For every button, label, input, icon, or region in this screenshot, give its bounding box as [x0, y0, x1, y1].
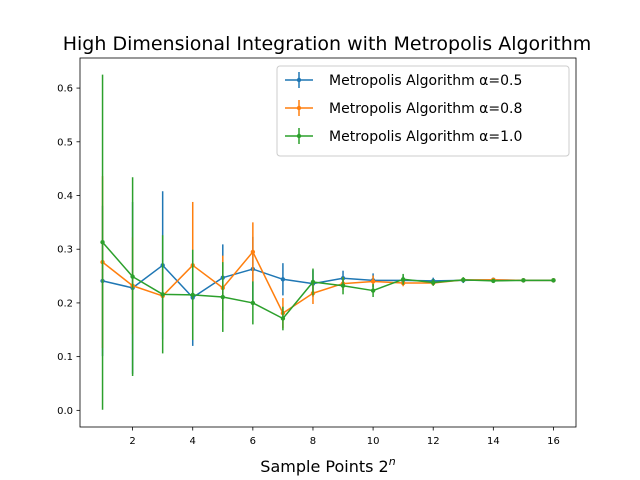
x-tick-label: 12: [427, 436, 440, 447]
y-tick-label: 0.3: [57, 245, 73, 256]
data-point: [370, 288, 376, 293]
x-axis-label-superscript: n: [389, 455, 396, 468]
legend-marker: [296, 105, 302, 111]
x-axis-label-text: Sample Points 2: [260, 457, 388, 476]
series-2: [100, 74, 556, 410]
y-tick-label: 0.6: [57, 84, 73, 95]
data-point: [190, 292, 195, 298]
y-tick-label: 0.1: [57, 352, 73, 363]
data-point: [461, 277, 466, 283]
data-point: [310, 279, 316, 285]
data-point: [280, 277, 286, 282]
data-point: [130, 274, 135, 279]
series-line: [102, 251, 554, 314]
series-line: [101, 241, 554, 320]
legend-label: Metropolis Algorithm α=1.0: [329, 129, 522, 145]
x-tick-label: 8: [310, 436, 316, 447]
y-tick-label: 0.5: [57, 137, 73, 148]
data-point: [340, 283, 346, 288]
x-axis-label: Sample Points 2n: [260, 455, 395, 476]
chart-title: High Dimensional Integration with Metrop…: [63, 33, 592, 55]
x-tick-label: 10: [367, 436, 380, 447]
x-tick-label: 16: [547, 436, 560, 447]
legend-marker: [296, 133, 302, 139]
data-point: [370, 279, 376, 284]
plot-area: 2 4 6 8 10 12 14 16 0.0 0.1 0.2 0.3 0.4 0.5 0.6: [57, 57, 577, 447]
data-point: [491, 278, 496, 284]
legend-frame: [276, 65, 570, 157]
data-point: [220, 294, 225, 300]
legend: Metropolis Algorithm α=0.5 Metropolis Alg…: [276, 65, 570, 157]
y-tick-label: 0.0: [57, 406, 73, 417]
data-point: [250, 249, 256, 255]
data-point: [100, 240, 105, 245]
data-point: [250, 300, 256, 306]
x-tick-label: 14: [487, 436, 500, 447]
data-point: [400, 277, 406, 282]
x-tick-label: 6: [250, 436, 256, 447]
series-1: [100, 176, 556, 349]
data-point: [431, 280, 436, 285]
y-tick-label: 0.4: [57, 191, 73, 202]
legend-label: Metropolis Algorithm α=0.8: [329, 101, 522, 117]
data-point: [280, 316, 286, 321]
x-tick-label: 2: [129, 436, 135, 447]
y-tick-label: 0.2: [57, 298, 73, 309]
data-point: [551, 278, 556, 283]
data-point: [521, 278, 526, 283]
legend-marker: [296, 77, 302, 83]
series-0: [100, 191, 556, 374]
axes-frame: [79, 57, 577, 428]
legend-label: Metropolis Algorithm α=0.5: [329, 73, 522, 89]
x-tick-label: 4: [190, 436, 196, 447]
series-line: [102, 264, 554, 299]
data-point: [160, 292, 165, 297]
